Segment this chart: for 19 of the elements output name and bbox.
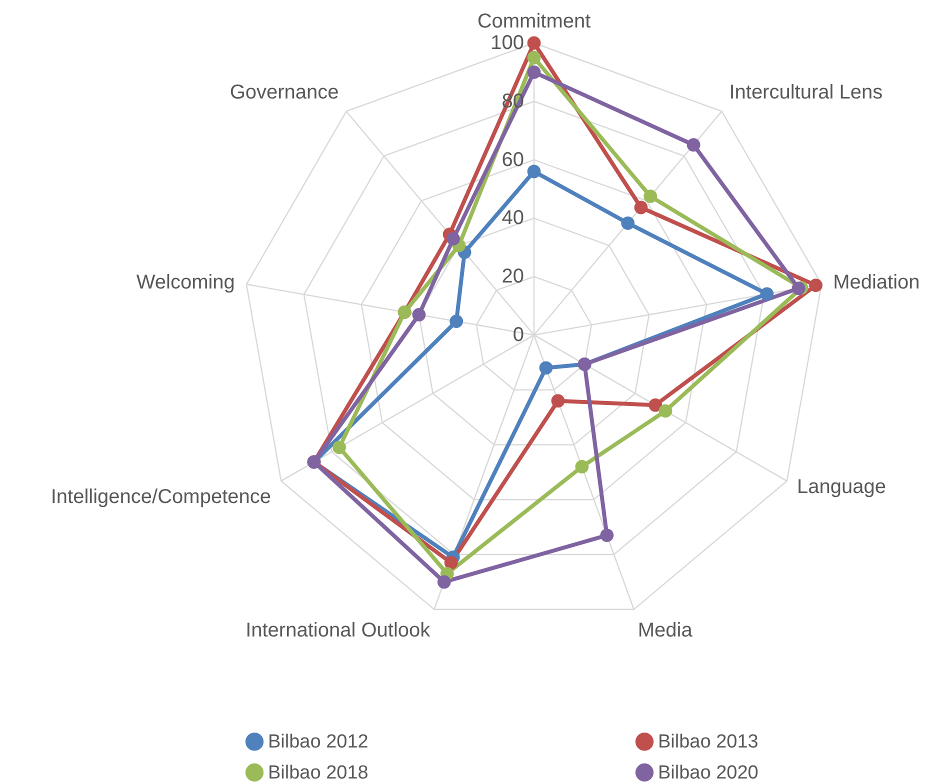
spoke-label: Intercultural Lens	[729, 81, 883, 104]
spoke-label: Governance	[230, 81, 339, 104]
legend-label: Bilbao 2018	[268, 762, 368, 782]
y-tick-label: 20	[502, 266, 524, 288]
y-tick-label: 40	[502, 207, 524, 230]
spoke-label: International Outlook	[246, 619, 432, 642]
y-tick-label: 100	[490, 32, 524, 54]
legend-label: Bilbao 2013	[658, 732, 758, 753]
spoke-label: Intelligence/Competence	[50, 486, 272, 508]
spoke-label: Media	[638, 619, 694, 642]
y-tick-label: 60	[502, 148, 524, 171]
legend-label: Bilbao 2020	[658, 762, 758, 782]
spoke-label: Language	[796, 476, 886, 498]
legend-label: Bilbao 2012	[268, 732, 368, 753]
y-tick-label: 80	[502, 90, 524, 112]
spoke-label: Commitment	[477, 10, 592, 32]
spoke-label: Welcoming	[136, 271, 235, 294]
spoke-label: Mediation	[833, 271, 920, 294]
y-tick-label: 0	[512, 324, 524, 346]
